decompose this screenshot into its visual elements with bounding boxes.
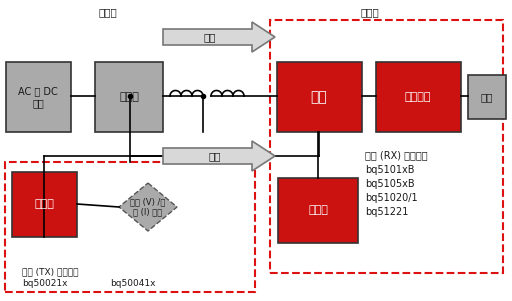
Text: 控制器: 控制器 — [34, 199, 54, 209]
Polygon shape — [163, 22, 275, 52]
Text: bq5101xB: bq5101xB — [365, 165, 415, 175]
Text: 发送器: 发送器 — [99, 7, 117, 17]
Text: 接收 (RX) 解决方案: 接收 (RX) 解决方案 — [365, 150, 428, 160]
Text: 电压 (V) /电
流 (I) 检测: 电压 (V) /电 流 (I) 检测 — [131, 197, 166, 217]
Bar — [95, 62, 163, 132]
Text: bq51221: bq51221 — [365, 207, 409, 217]
Polygon shape — [119, 183, 177, 231]
Text: 发送 (TX) 解决方案: 发送 (TX) 解决方案 — [22, 268, 78, 277]
Bar — [376, 62, 461, 132]
Text: bq5105xB: bq5105xB — [365, 179, 415, 189]
Text: bq50041x: bq50041x — [110, 278, 156, 287]
Text: 控制器: 控制器 — [308, 205, 328, 215]
Text: 电源: 电源 — [204, 32, 216, 42]
Polygon shape — [163, 141, 275, 171]
Text: 整流: 整流 — [311, 90, 327, 104]
Text: 接收器: 接收器 — [360, 7, 379, 17]
Text: 驱动器: 驱动器 — [119, 92, 139, 102]
Text: 电压调节: 电压调节 — [405, 92, 431, 102]
Text: bq51020/1: bq51020/1 — [365, 193, 418, 203]
Bar — [277, 62, 362, 132]
Text: AC 至 DC
转换: AC 至 DC 转换 — [18, 86, 58, 108]
Bar — [468, 75, 506, 119]
Text: 负载: 负载 — [481, 92, 493, 102]
Text: bq50021x: bq50021x — [22, 278, 68, 287]
Text: 通信: 通信 — [209, 151, 221, 161]
Bar — [270, 20, 503, 273]
Bar — [5, 162, 255, 292]
Bar — [6, 62, 71, 132]
Bar — [12, 172, 77, 237]
Bar — [278, 178, 358, 243]
